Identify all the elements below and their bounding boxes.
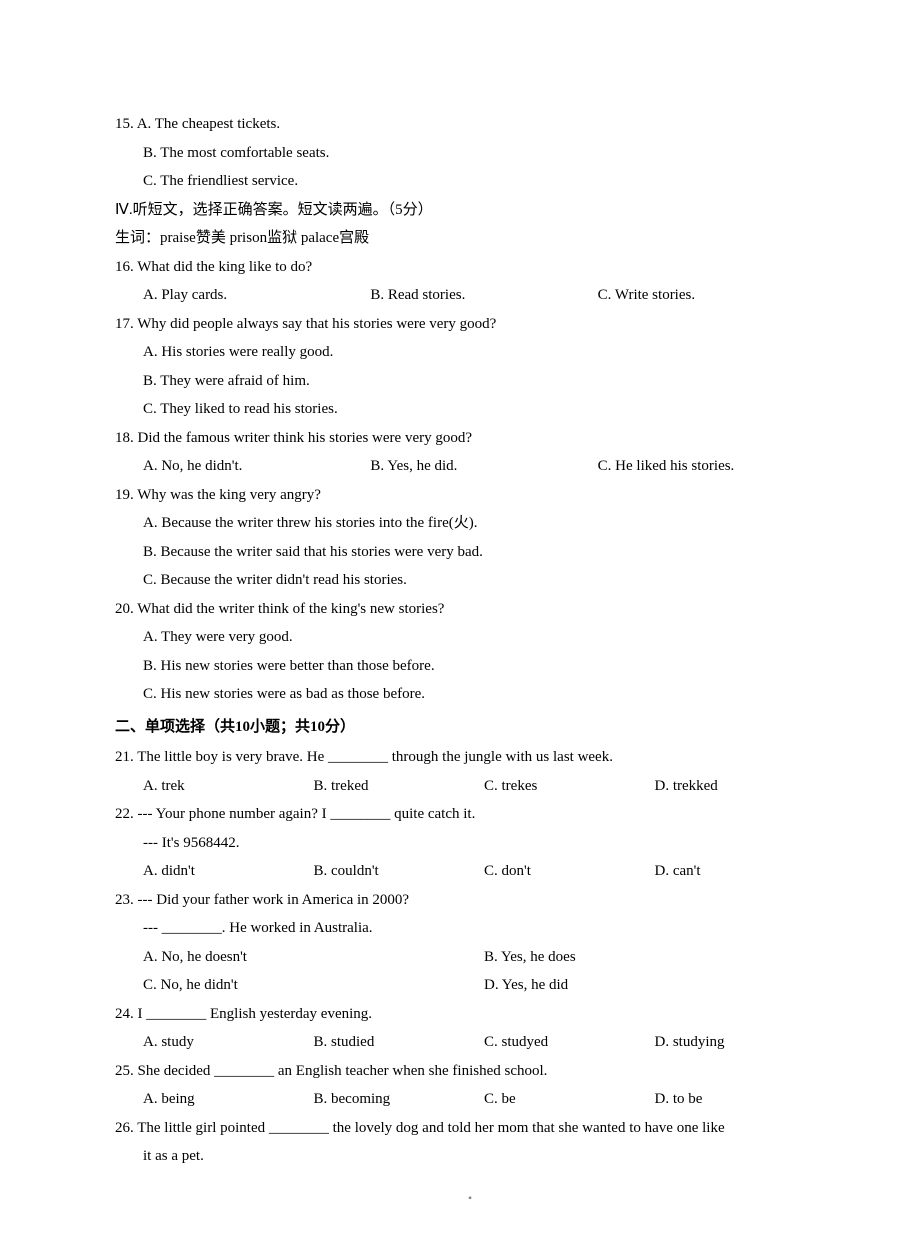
- q23-options-row1: A. No, he doesn't B. Yes, he does: [115, 943, 825, 972]
- q24-stem: 24. I ________ English yesterday evening…: [115, 1000, 825, 1029]
- q17-option-b: B. They were afraid of him.: [115, 367, 825, 396]
- q26-stem: 26. The little girl pointed ________ the…: [115, 1114, 825, 1143]
- q16-options: A. Play cards. B. Read stories. C. Write…: [115, 281, 825, 310]
- q26-stem2: it as a pet.: [115, 1142, 825, 1171]
- q18-options: A. No, he didn't. B. Yes, he did. C. He …: [115, 452, 825, 481]
- q25-options: A. being B. becoming C. be D. to be: [115, 1085, 825, 1114]
- q23-option-a: A. No, he doesn't: [143, 943, 484, 972]
- q15-option-c: C. The friendliest service.: [115, 167, 825, 196]
- q19-option-a: A. Because the writer threw his stories …: [115, 509, 825, 538]
- page-marker: ▪: [115, 1189, 825, 1208]
- q24-option-a: A. study: [143, 1028, 314, 1057]
- q20-option-b: B. His new stories were better than thos…: [115, 652, 825, 681]
- q24-options: A. study B. studied C. studyed D. studyi…: [115, 1028, 825, 1057]
- q25-option-c: C. be: [484, 1085, 655, 1114]
- q22-option-b: B. couldn't: [314, 857, 485, 886]
- exam-page: 15. A. The cheapest tickets. B. The most…: [0, 0, 920, 1248]
- q22-option-a: A. didn't: [143, 857, 314, 886]
- q19-stem: 19. Why was the king very angry?: [115, 481, 825, 510]
- q21-option-d: D. trekked: [655, 772, 826, 801]
- q24-option-b: B. studied: [314, 1028, 485, 1057]
- q23-stem2: --- ________. He worked in Australia.: [115, 914, 825, 943]
- q23-option-c: C. No, he didn't: [143, 971, 484, 1000]
- q23-option-b: B. Yes, he does: [484, 943, 825, 972]
- q24-option-d: D. studying: [655, 1028, 826, 1057]
- q16-option-a: A. Play cards.: [143, 281, 370, 310]
- q23-options-row2: C. No, he didn't D. Yes, he did: [115, 971, 825, 1000]
- q17-option-a: A. His stories were really good.: [115, 338, 825, 367]
- q19-option-c: C. Because the writer didn't read his st…: [115, 566, 825, 595]
- q15-option-b: B. The most comfortable seats.: [115, 139, 825, 168]
- q22-options: A. didn't B. couldn't C. don't D. can't: [115, 857, 825, 886]
- q20-stem: 20. What did the writer think of the kin…: [115, 595, 825, 624]
- q21-stem: 21. The little boy is very brave. He ___…: [115, 743, 825, 772]
- q21-option-c: C. trekes: [484, 772, 655, 801]
- q18-option-c: C. He liked his stories.: [598, 452, 825, 481]
- q20-option-a: A. They were very good.: [115, 623, 825, 652]
- q22-stem: 22. --- Your phone number again? I _____…: [115, 800, 825, 829]
- q16-stem: 16. What did the king like to do?: [115, 253, 825, 282]
- q15-number: 15.: [115, 116, 134, 132]
- section4-vocab: 生词：praise赞美 prison监狱 palace宫殿: [115, 224, 825, 253]
- q15-option-a: 15. A. The cheapest tickets.: [115, 110, 825, 139]
- q23-stem: 23. --- Did your father work in America …: [115, 886, 825, 915]
- q17-option-c: C. They liked to read his stories.: [115, 395, 825, 424]
- q19-option-b: B. Because the writer said that his stor…: [115, 538, 825, 567]
- q16-option-b: B. Read stories.: [370, 281, 597, 310]
- q22-stem2: --- It's 9568442.: [115, 829, 825, 858]
- q22-option-d: D. can't: [655, 857, 826, 886]
- q25-option-a: A. being: [143, 1085, 314, 1114]
- q25-stem: 25. She decided ________ an English teac…: [115, 1057, 825, 1086]
- q18-option-b: B. Yes, he did.: [370, 452, 597, 481]
- q24-option-c: C. studyed: [484, 1028, 655, 1057]
- section4-instruction: Ⅳ.听短文，选择正确答案。短文读两遍。（5分）: [115, 196, 825, 225]
- q17-stem: 17. Why did people always say that his s…: [115, 310, 825, 339]
- q16-option-c: C. Write stories.: [598, 281, 825, 310]
- q18-option-a: A. No, he didn't.: [143, 452, 370, 481]
- q23-option-d: D. Yes, he did: [484, 971, 825, 1000]
- q25-option-b: B. becoming: [314, 1085, 485, 1114]
- q20-option-c: C. His new stories were as bad as those …: [115, 680, 825, 709]
- section2-title: 二、单项选择（共10小题；共10分）: [115, 713, 825, 742]
- q25-option-d: D. to be: [655, 1085, 826, 1114]
- q21-option-b: B. treked: [314, 772, 485, 801]
- q21-option-a: A. trek: [143, 772, 314, 801]
- q22-option-c: C. don't: [484, 857, 655, 886]
- q21-options: A. trek B. treked C. trekes D. trekked: [115, 772, 825, 801]
- q18-stem: 18. Did the famous writer think his stor…: [115, 424, 825, 453]
